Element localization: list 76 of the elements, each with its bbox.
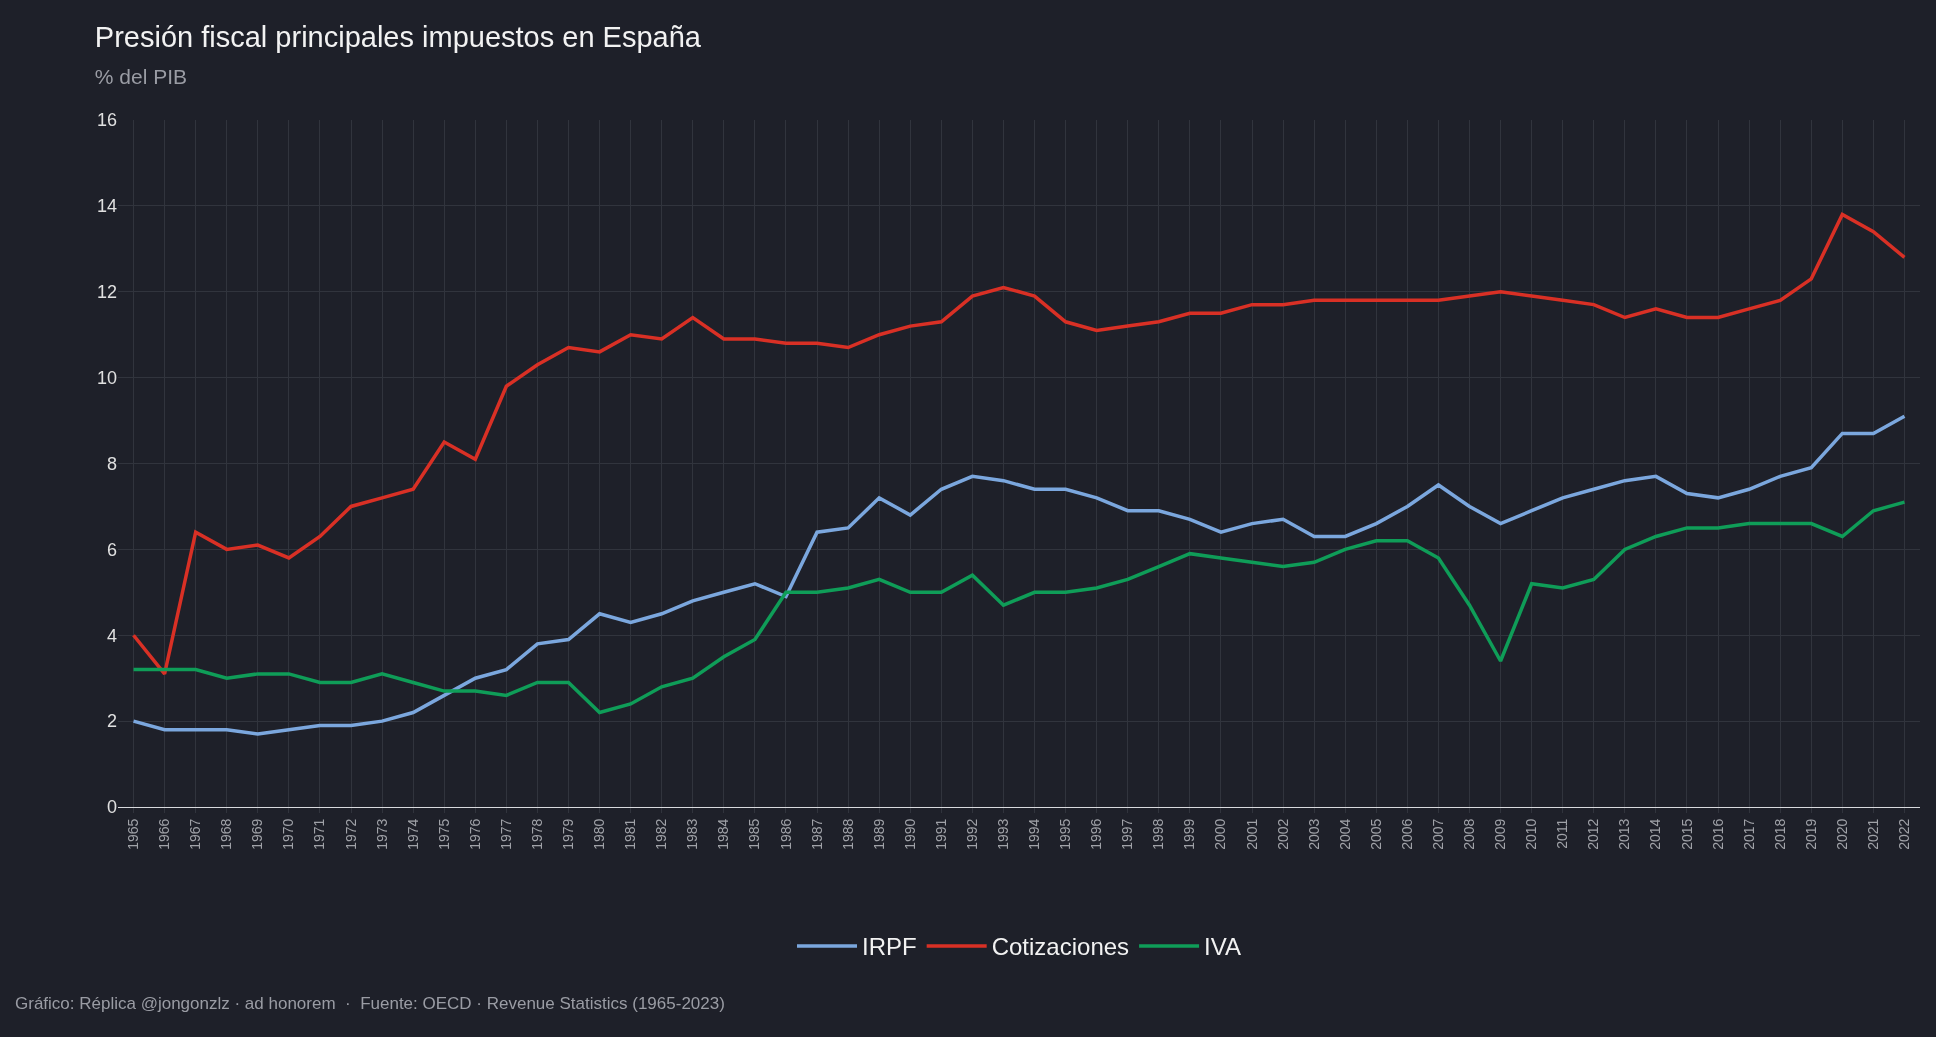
legend-label: Cotizaciones xyxy=(991,933,1130,961)
x-tick-label: 1984 xyxy=(715,818,732,850)
x-tick-label: 2017 xyxy=(1740,818,1757,850)
y-tick-label: 8 xyxy=(106,453,117,474)
x-tick-label: 1987 xyxy=(808,818,825,850)
x-tick-label: 1999 xyxy=(1181,818,1198,850)
x-tick-label: 1972 xyxy=(342,818,359,850)
x-tick-label: 2021 xyxy=(1864,818,1881,850)
x-tick-label: 2007 xyxy=(1429,818,1446,850)
x-tick-label: 2008 xyxy=(1461,818,1478,850)
x-tick-label: 2010 xyxy=(1523,818,1540,850)
x-tick-label: 2003 xyxy=(1305,818,1322,850)
line-series xyxy=(131,414,1907,736)
x-tick-label: 1971 xyxy=(311,818,328,850)
x-tick-label: 2005 xyxy=(1367,818,1384,850)
x-tick-label: 1990 xyxy=(901,818,918,850)
x-tick-label: 2004 xyxy=(1336,818,1353,850)
x-tick-label: 2009 xyxy=(1492,818,1509,850)
x-tick-label: 1974 xyxy=(404,818,421,850)
x-tick-label: 2018 xyxy=(1771,818,1788,850)
chart-title: Presión fiscal principales impuestos en España xyxy=(94,20,702,53)
y-tick-label: 12 xyxy=(96,282,117,303)
x-tick-label: 2000 xyxy=(1212,818,1229,850)
line-series xyxy=(131,212,1907,676)
x-tick-label: 2020 xyxy=(1833,818,1850,850)
text: Gráfico: Réplica @jongonzlz · ad honorem · Fuente: OECD · Revenue Statistics (1965-2023) xyxy=(15,994,725,1013)
x-tick-label: 2019 xyxy=(1802,818,1819,850)
x-tick-label: 1992 xyxy=(963,818,980,850)
x-tick-label: 1977 xyxy=(497,818,514,850)
x-tick-label: 1986 xyxy=(777,818,794,850)
x-tick-label: 2022 xyxy=(1896,818,1913,850)
x-tick-label: 2002 xyxy=(1274,818,1291,850)
x-tick-label: 1966 xyxy=(156,818,173,850)
x-tick-label: 2014 xyxy=(1647,818,1664,850)
y-tick-label: 14 xyxy=(96,196,117,217)
x-tick-label: 2012 xyxy=(1585,818,1602,850)
y-tick-label: 10 xyxy=(96,367,117,388)
y-tick-label: 6 xyxy=(106,539,117,560)
legend-label: IRPF xyxy=(862,933,917,961)
x-tick-label: 1978 xyxy=(528,818,545,850)
x-tick-label: 2011 xyxy=(1554,818,1571,849)
x-tick-label: 1981 xyxy=(622,818,639,850)
line-series xyxy=(131,500,1907,715)
x-tick-label: 1998 xyxy=(1150,818,1167,850)
x-tick-label: 1973 xyxy=(373,818,390,850)
x-tick-label: 1976 xyxy=(466,818,483,850)
x-tick-label: 1989 xyxy=(870,818,887,850)
y-tick-label: 4 xyxy=(106,625,117,646)
x-tick-label: 1988 xyxy=(839,818,856,850)
x-tick-label: 1968 xyxy=(218,818,235,850)
x-tick-label: 1997 xyxy=(1119,818,1136,850)
x-tick-label: 1995 xyxy=(1057,818,1074,850)
x-tick-label: 1970 xyxy=(280,818,297,850)
x-tick-label: 1991 xyxy=(932,818,949,850)
x-tick-label: 1993 xyxy=(995,818,1012,850)
x-tick-label: 1969 xyxy=(249,818,266,850)
x-tick-label: 1980 xyxy=(591,818,608,850)
x-tick-label: 1965 xyxy=(125,818,142,850)
y-tick-label: 0 xyxy=(106,797,117,818)
x-tick-label: 1985 xyxy=(746,818,763,850)
x-tick-label: 2013 xyxy=(1616,818,1633,850)
x-tick-label: 2001 xyxy=(1243,818,1260,850)
y-tick-label: 16 xyxy=(96,110,117,131)
x-tick-label: 1979 xyxy=(560,818,577,850)
x-tick-label: 1982 xyxy=(653,818,670,850)
chart-subtitle: % del PIB xyxy=(94,65,188,89)
x-tick-label: 1994 xyxy=(1026,818,1043,850)
x-tick-label: 2016 xyxy=(1709,818,1726,850)
y-tick-label: 2 xyxy=(106,711,117,732)
x-tick-label: 2006 xyxy=(1398,818,1415,850)
x-tick-label: 1967 xyxy=(187,818,204,850)
x-tick-label: 1996 xyxy=(1088,818,1105,850)
x-tick-label: 1983 xyxy=(684,818,701,850)
x-tick-label: 2015 xyxy=(1678,818,1695,850)
legend-label: IVA xyxy=(1204,933,1241,961)
x-tick-label: 1975 xyxy=(435,818,452,850)
